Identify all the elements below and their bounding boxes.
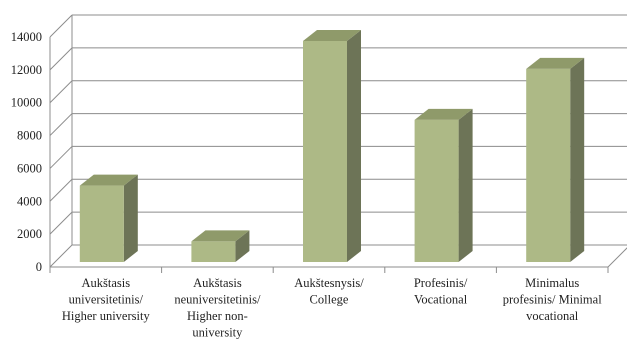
gridline-diagonal [49, 178, 73, 202]
y-tick-label: 6000 [17, 161, 42, 175]
gridline-diagonal [49, 113, 73, 136]
y-tick-label: 0 [36, 260, 42, 274]
gridline-diagonal [49, 14, 73, 38]
gridline-diagonal [49, 244, 73, 268]
gridline-diagonal [49, 80, 73, 104]
bar [191, 230, 250, 262]
bar-top [414, 108, 473, 120]
y-tick-label: 10000 [11, 96, 42, 110]
bar-side [347, 30, 361, 262]
y-tick-label: 2000 [17, 227, 42, 241]
bar-side [123, 174, 138, 262]
gridline-diagonal [49, 146, 73, 169]
y-tick-label: 4000 [17, 194, 42, 208]
bar-side [458, 108, 473, 262]
bar-top [79, 174, 138, 186]
bar-front [303, 41, 347, 262]
y-tick-label: 14000 [11, 30, 42, 44]
bar-front [191, 241, 236, 262]
bar [79, 174, 138, 262]
y-tick-label: 8000 [17, 129, 42, 143]
floor-right-edge [607, 247, 627, 268]
bar-front [414, 119, 459, 262]
bar-front [79, 185, 124, 262]
axis-layer [49, 15, 627, 273]
bar [414, 108, 473, 262]
x-tick-label: Aukštesnysis/College [294, 276, 364, 307]
bar-layer [79, 30, 585, 262]
bar-front [526, 68, 571, 262]
x-tick-label: Profesinis/Vocational [414, 276, 468, 307]
label-layer: 0 2000 4000 6000 8000 10000 12000 14000 Aukštasi… [11, 30, 602, 340]
x-tick-label: Aukštasis universitetinis/Higher universi… [62, 276, 151, 323]
bar [303, 30, 361, 262]
bar-top [526, 57, 585, 69]
bar-side [235, 230, 250, 262]
gridline-diagonal [49, 47, 73, 71]
x-tick-label: Minimalus profesinis/ Minimal vocational [503, 276, 602, 323]
gridline-diagonal [49, 211, 73, 235]
bar [526, 57, 585, 262]
bar-top [303, 30, 361, 41]
bar-side [570, 57, 585, 262]
y-tick-label: 12000 [11, 63, 42, 77]
x-tick-label: Aukštasis neuniversitetinis/Higher non-un… [174, 276, 261, 340]
bar-top [191, 230, 250, 242]
